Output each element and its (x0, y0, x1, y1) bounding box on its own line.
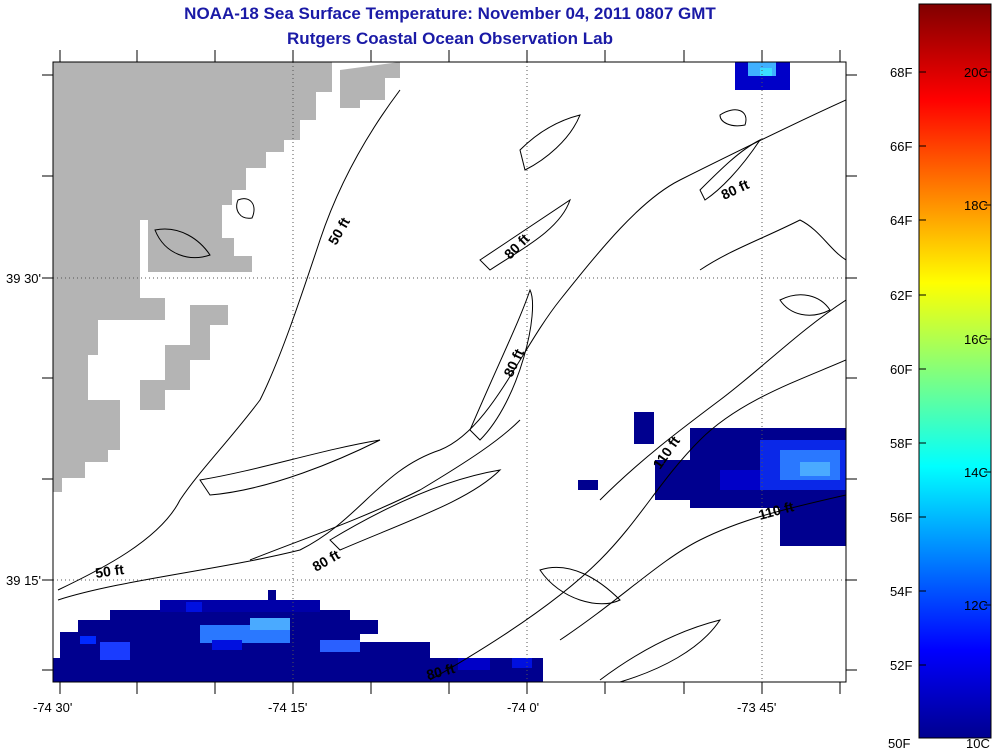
x-tick-label: -74 0' (507, 700, 539, 715)
x-tick-label: -74 15' (268, 700, 307, 715)
x-tick-label: -73 45' (737, 700, 776, 715)
x-tick-label: -74 30' (33, 700, 72, 715)
map-subtitle: Rutgers Coastal Ocean Observation Lab (287, 29, 613, 48)
sst-patch-east (578, 412, 846, 546)
tick-marks (42, 50, 857, 694)
land-mass (53, 62, 332, 492)
contour-label: 50 ft (94, 561, 125, 581)
land-island (340, 62, 400, 108)
gridlines (53, 62, 846, 682)
land-spit (140, 305, 228, 410)
bathymetry-contours (57, 89, 846, 682)
contour-label: 80 ft (425, 660, 457, 683)
sst-patch-southwest (53, 590, 543, 682)
y-tick-label: 39 15' (6, 573, 41, 588)
map-title: NOAA-18 Sea Surface Temperature: Novembe… (184, 4, 716, 23)
y-tick-label: 39 30' (6, 271, 41, 286)
